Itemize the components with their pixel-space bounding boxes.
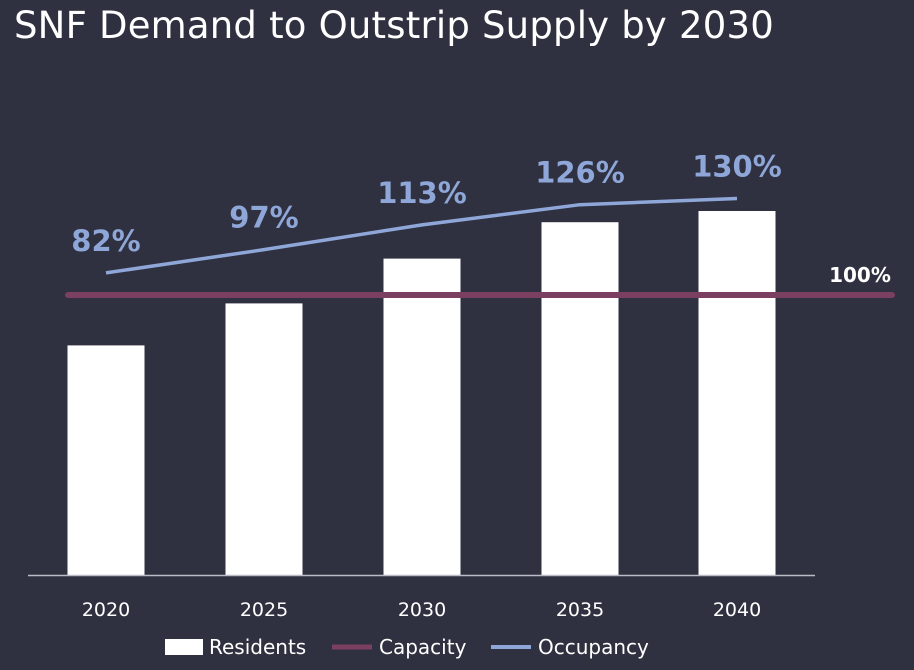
x-tick-2030: 2030: [398, 599, 446, 621]
x-tick-labels: 2020 2025 2030 2035 2040: [82, 599, 761, 621]
bar-2020: [67, 345, 145, 575]
bars-group: [67, 211, 776, 575]
x-tick-2035: 2035: [556, 599, 604, 621]
legend-residents-swatch: [165, 639, 203, 655]
occupancy-label-2030: 113%: [377, 176, 467, 210]
legend-occupancy-label: Occupancy: [538, 635, 649, 659]
occupancy-line: [105, 196, 738, 275]
bar-2040: [698, 211, 776, 575]
legend: Residents Capacity Occupancy: [165, 635, 649, 659]
occupancy-label-2025: 97%: [229, 201, 298, 235]
x-tick-2025: 2025: [240, 599, 288, 621]
legend-residents-label: Residents: [209, 635, 306, 659]
bar-2030: [383, 258, 461, 575]
legend-capacity-label: Capacity: [379, 635, 467, 659]
occupancy-label-2035: 126%: [535, 156, 625, 190]
occupancy-data-labels: 82% 97% 113% 126% 130%: [71, 150, 782, 258]
x-tick-2020: 2020: [82, 599, 130, 621]
chart-title: SNF Demand to Outstrip Supply by 2030: [14, 4, 774, 47]
bar-2025: [225, 303, 303, 575]
capacity-data-label: 100%: [829, 263, 891, 287]
occupancy-label-2020: 82%: [71, 224, 140, 258]
bar-2035: [541, 222, 619, 575]
occupancy-label-2040: 130%: [692, 150, 782, 184]
x-tick-2040: 2040: [713, 599, 761, 621]
